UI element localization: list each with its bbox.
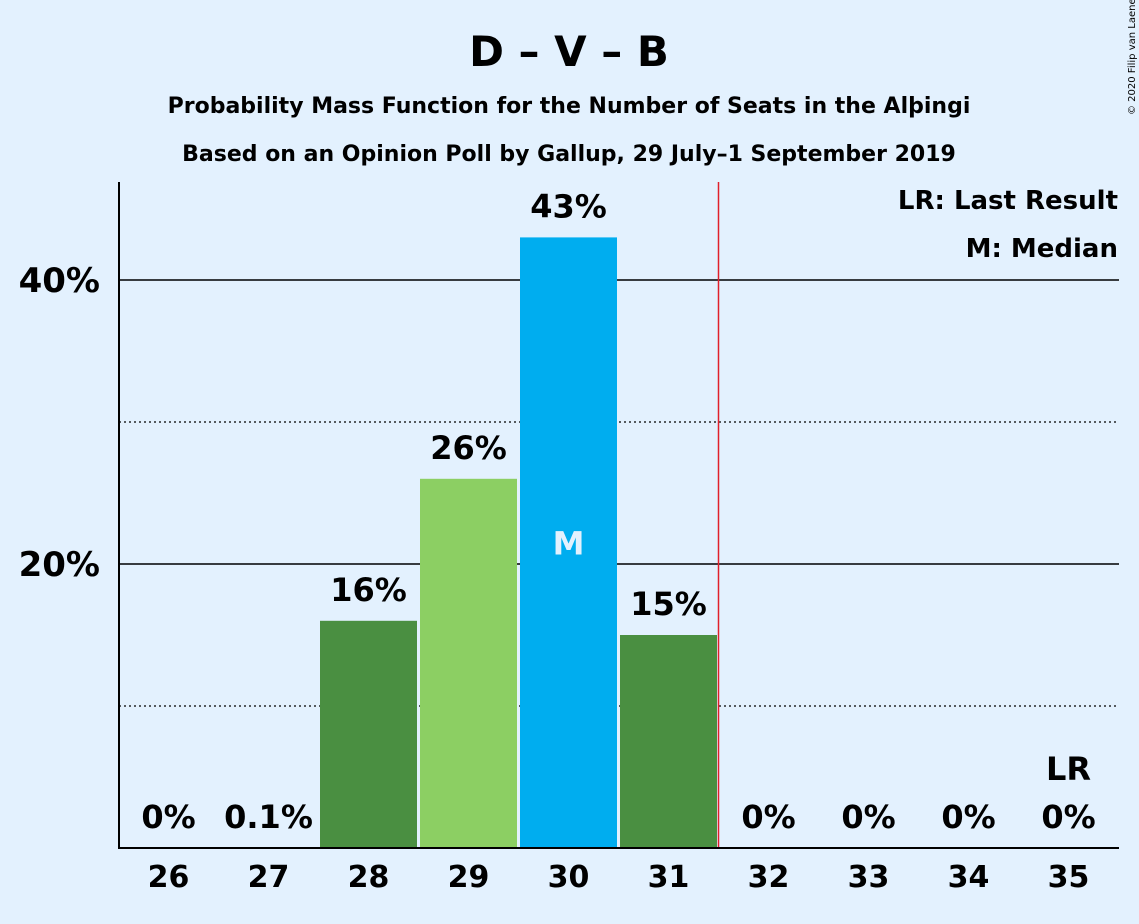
bar-seats-28 <box>320 620 417 848</box>
last-result-marker: LR <box>1046 750 1091 788</box>
chart-title: D – V – B <box>469 27 669 76</box>
chart-subtitle: Probability Mass Function for the Number… <box>168 94 971 119</box>
bar-value-label: 43% <box>530 187 607 225</box>
median-marker: M <box>553 525 585 563</box>
bars-group <box>320 237 717 848</box>
x-tick-label: 35 <box>1048 860 1090 895</box>
x-tick-label: 29 <box>448 860 490 895</box>
x-tick-label: 28 <box>348 860 390 895</box>
bar-seats-31 <box>620 635 717 848</box>
bar-labels-group: 0% 0.1% 16% 26% 43% M 15% 0% 0% 0% 0% LR <box>141 187 1095 836</box>
x-tick-label: 26 <box>148 860 190 895</box>
x-tick-label: 31 <box>648 860 690 895</box>
legend-median: M: Median <box>966 234 1118 264</box>
bar-seats-29 <box>420 478 517 848</box>
x-tick-label: 34 <box>948 860 990 895</box>
bar-value-label: 26% <box>430 429 507 467</box>
y-tick-label: 40% <box>19 261 100 301</box>
x-tick-label: 27 <box>248 860 290 895</box>
grid-lines <box>119 182 1119 848</box>
bar-value-label: 0% <box>741 798 795 836</box>
bar-value-label: 0% <box>1041 798 1095 836</box>
x-tick-label: 32 <box>748 860 790 895</box>
bar-value-label: 0% <box>141 798 195 836</box>
x-tick-label: 33 <box>848 860 890 895</box>
y-tick-label: 20% <box>19 545 100 585</box>
bar-value-label: 15% <box>630 585 707 623</box>
y-tick-labels: 20% 40% <box>19 261 100 585</box>
legend-last-result: LR: Last Result <box>898 186 1118 216</box>
copyright-notice: © 2020 Filip van Laenen <box>1127 0 1138 115</box>
bar-seats-30 <box>520 237 617 848</box>
chart-source: Based on an Opinion Poll by Gallup, 29 J… <box>182 142 956 167</box>
x-tick-labels: 26 27 28 29 30 31 32 33 34 35 <box>148 860 1090 895</box>
x-tick-label: 30 <box>548 860 590 895</box>
bar-value-label: 0% <box>941 798 995 836</box>
bar-value-label: 16% <box>330 571 407 609</box>
bar-value-label: 0.1% <box>224 798 313 836</box>
bar-value-label: 0% <box>841 798 895 836</box>
